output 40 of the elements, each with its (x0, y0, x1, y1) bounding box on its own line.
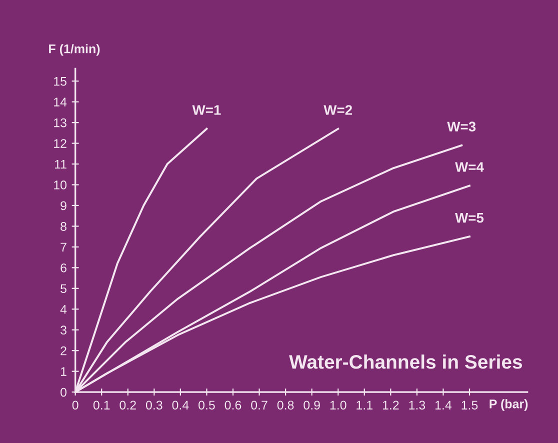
x-tick-label: 0 (72, 400, 78, 410)
annotation: Water-Channels in Series (289, 354, 522, 369)
y-axis-title: F (1/min) (49, 44, 100, 56)
y-tick-label: 6 (60, 263, 66, 272)
x-tick-label: 0.8 (277, 400, 294, 410)
y-tick-label: 12 (54, 139, 66, 148)
x-axis-title: P (bar) (490, 399, 528, 411)
x-tick-label: 0.9 (304, 400, 320, 410)
series-label: W=2 (324, 105, 352, 115)
series-label: W=3 (447, 122, 476, 132)
y-tick-label: 11 (54, 160, 66, 169)
y-tick-label: 7 (60, 242, 66, 252)
y-tick-label: 1 (61, 367, 66, 376)
y-tick-label: 3 (60, 326, 66, 335)
y-tick-label: 10 (54, 180, 67, 190)
x-tick-label: 1.4 (435, 400, 452, 410)
x-tick-label: 0.6 (224, 400, 242, 410)
y-tick-label: 0 (60, 388, 67, 397)
x-tick-label: 1.5 (462, 400, 478, 410)
y-tick-label: 5 (60, 284, 66, 294)
y-tick-label: 8 (60, 222, 66, 231)
x-tick-label: 0.5 (198, 400, 215, 410)
y-tick-label: 14 (54, 98, 67, 106)
x-tick-label: 1.2 (382, 400, 399, 410)
x-tick-label: 0.2 (120, 400, 136, 410)
x-tick-label: 1.0 (330, 400, 346, 410)
x-tick-label: 1.3 (409, 400, 426, 410)
y-tick-label: 15 (54, 77, 66, 86)
x-tick-label: 0.3 (146, 400, 162, 410)
x-tick-label: 0.1 (93, 400, 110, 410)
y-tick-label: 2 (60, 346, 66, 356)
x-tick-label: 0.4 (172, 400, 189, 410)
y-tick-label: 4 (60, 305, 67, 314)
x-tick-label: 1.1 (356, 400, 372, 410)
series-label: W=5 (455, 213, 484, 223)
series-label: W=1 (192, 105, 221, 115)
x-tick-label: 0.7 (251, 400, 268, 410)
y-tick-label: 9 (60, 201, 66, 210)
series-label: W=4 (455, 162, 484, 172)
y-tick-label: 13 (54, 118, 66, 128)
